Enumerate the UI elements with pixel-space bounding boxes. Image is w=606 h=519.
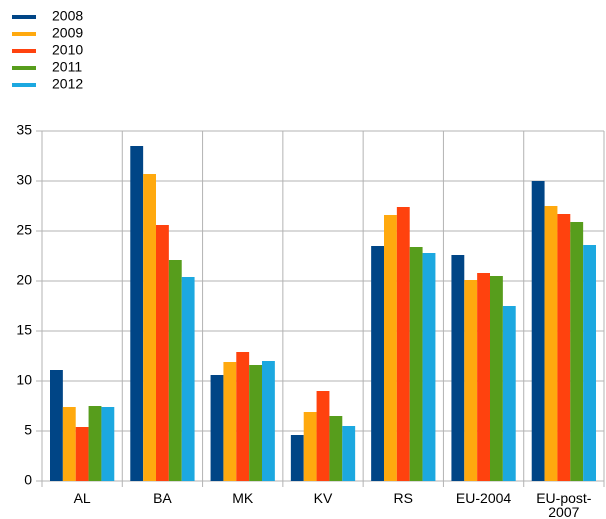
- legend-label: 2008: [52, 8, 83, 24]
- x-tick-label: RS: [393, 490, 413, 506]
- y-tick-label: 10: [16, 372, 32, 388]
- bar: [75, 427, 89, 481]
- y-tick-label: 15: [16, 322, 32, 338]
- x-tick-label: AL: [73, 490, 91, 506]
- bar: [62, 407, 76, 481]
- bar: [329, 416, 343, 481]
- x-tick-label: MK: [232, 490, 254, 506]
- bar: [249, 365, 262, 481]
- x-tick-label: EU-post-2007: [536, 490, 592, 519]
- legend-label: 2009: [52, 25, 83, 41]
- bar: [101, 407, 115, 481]
- bar: [557, 214, 571, 481]
- x-tick-label: BA: [153, 490, 172, 506]
- bar: [502, 306, 516, 481]
- bar: [570, 222, 584, 481]
- bar: [409, 247, 423, 481]
- bar: [262, 361, 275, 481]
- bar: [371, 246, 384, 481]
- bar: [451, 255, 465, 481]
- bar: [422, 253, 436, 481]
- bar: [168, 260, 182, 481]
- bar: [531, 181, 545, 481]
- y-tick-label: 20: [16, 272, 32, 288]
- bar: [130, 146, 144, 481]
- bar: [223, 362, 237, 481]
- bar: [88, 406, 102, 481]
- bar: [490, 276, 503, 481]
- bar: [384, 215, 397, 481]
- bar: [464, 280, 478, 481]
- bar: [544, 206, 558, 481]
- legend-label: 2012: [52, 76, 83, 92]
- bar: [50, 370, 63, 481]
- legend-label: 2010: [52, 42, 83, 58]
- bar: [236, 352, 250, 481]
- bar: [316, 391, 330, 481]
- y-tick-label: 5: [24, 422, 32, 438]
- bar: [143, 174, 156, 481]
- bar: [156, 225, 169, 481]
- bar: [303, 412, 317, 481]
- y-tick-label: 0: [24, 472, 32, 488]
- x-tick-label: KV: [313, 490, 333, 506]
- bar: [181, 277, 195, 481]
- x-tick-label: EU-2004: [455, 490, 512, 506]
- bar: [290, 435, 304, 481]
- legend-label: 2011: [52, 59, 82, 75]
- y-tick-label: 30: [16, 172, 32, 188]
- y-tick-label: 35: [16, 122, 32, 138]
- bar: [210, 375, 224, 481]
- bar: [477, 273, 490, 481]
- y-tick-label: 25: [16, 222, 32, 238]
- bar: [396, 207, 410, 481]
- bar: [342, 426, 356, 481]
- bar: [583, 245, 596, 481]
